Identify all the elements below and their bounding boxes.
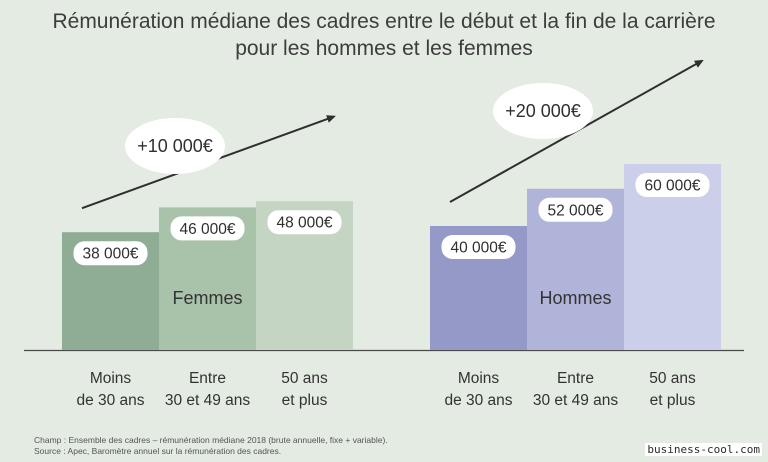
group-label-femmes: Femmes — [172, 288, 242, 308]
value-label-bg-femmes-2 — [170, 216, 245, 241]
increase-label-hommes: +20 000€ — [505, 101, 581, 121]
chart-title-line-2: pour les hommes et les femmes — [235, 37, 533, 60]
category-label-femmes-2-line-2: 30 et 49 ans — [165, 392, 251, 409]
value-label-bg-hommes-2 — [538, 197, 613, 222]
chart-title-line-1: Rémunération médiane des cadres entre le… — [52, 10, 716, 33]
value-label-bg-hommes-1 — [441, 235, 516, 259]
category-label-femmes-1-line-2: de 30 ans — [76, 392, 144, 409]
value-label-femmes-2: 46 000€ — [179, 221, 235, 238]
category-label-hommes-1-line-2: de 30 ans — [444, 392, 512, 409]
value-label-femmes-3: 48 000€ — [276, 215, 332, 232]
group-label-hommes: Hommes — [539, 288, 611, 308]
category-label-femmes-2-line-1: Entre — [189, 370, 226, 387]
footer-source: Source : Apec, Baromètre annuel sur la r… — [34, 446, 282, 456]
category-label-femmes-1-line-1: Moins — [90, 370, 132, 387]
watermark: business-cool.com — [645, 443, 762, 456]
value-label-femmes-1: 38 000€ — [82, 246, 138, 263]
value-label-bg-femmes-3 — [267, 210, 342, 235]
footer-champ: Champ : Ensemble des cadres – rémunérati… — [34, 435, 388, 445]
chart-footer: Champ : Ensemble des cadres – rémunérati… — [34, 435, 388, 457]
value-label-bg-femmes-1 — [73, 241, 148, 266]
chart-title: Rémunération médiane des cadres entre le… — [0, 8, 768, 62]
value-label-hommes-3: 60 000€ — [644, 178, 700, 195]
increase-bubble-hommes — [493, 83, 593, 139]
value-label-hommes-2: 52 000€ — [547, 202, 603, 219]
increase-bubble-femmes — [125, 118, 225, 174]
category-label-hommes-3-line-2: et plus — [650, 392, 696, 409]
category-label-hommes-2-line-2: 30 et 49 ans — [533, 392, 619, 409]
category-label-femmes-3-line-2: et plus — [282, 392, 328, 409]
category-label-hommes-3-line-1: 50 ans — [649, 370, 696, 387]
increase-label-femmes: +10 000€ — [137, 136, 213, 156]
value-label-hommes-1: 40 000€ — [450, 240, 506, 257]
category-label-hommes-1-line-1: Moins — [458, 370, 500, 387]
category-label-femmes-3-line-1: 50 ans — [281, 370, 328, 387]
category-label-hommes-2-line-1: Entre — [557, 370, 594, 387]
value-label-bg-hommes-3 — [635, 173, 710, 197]
